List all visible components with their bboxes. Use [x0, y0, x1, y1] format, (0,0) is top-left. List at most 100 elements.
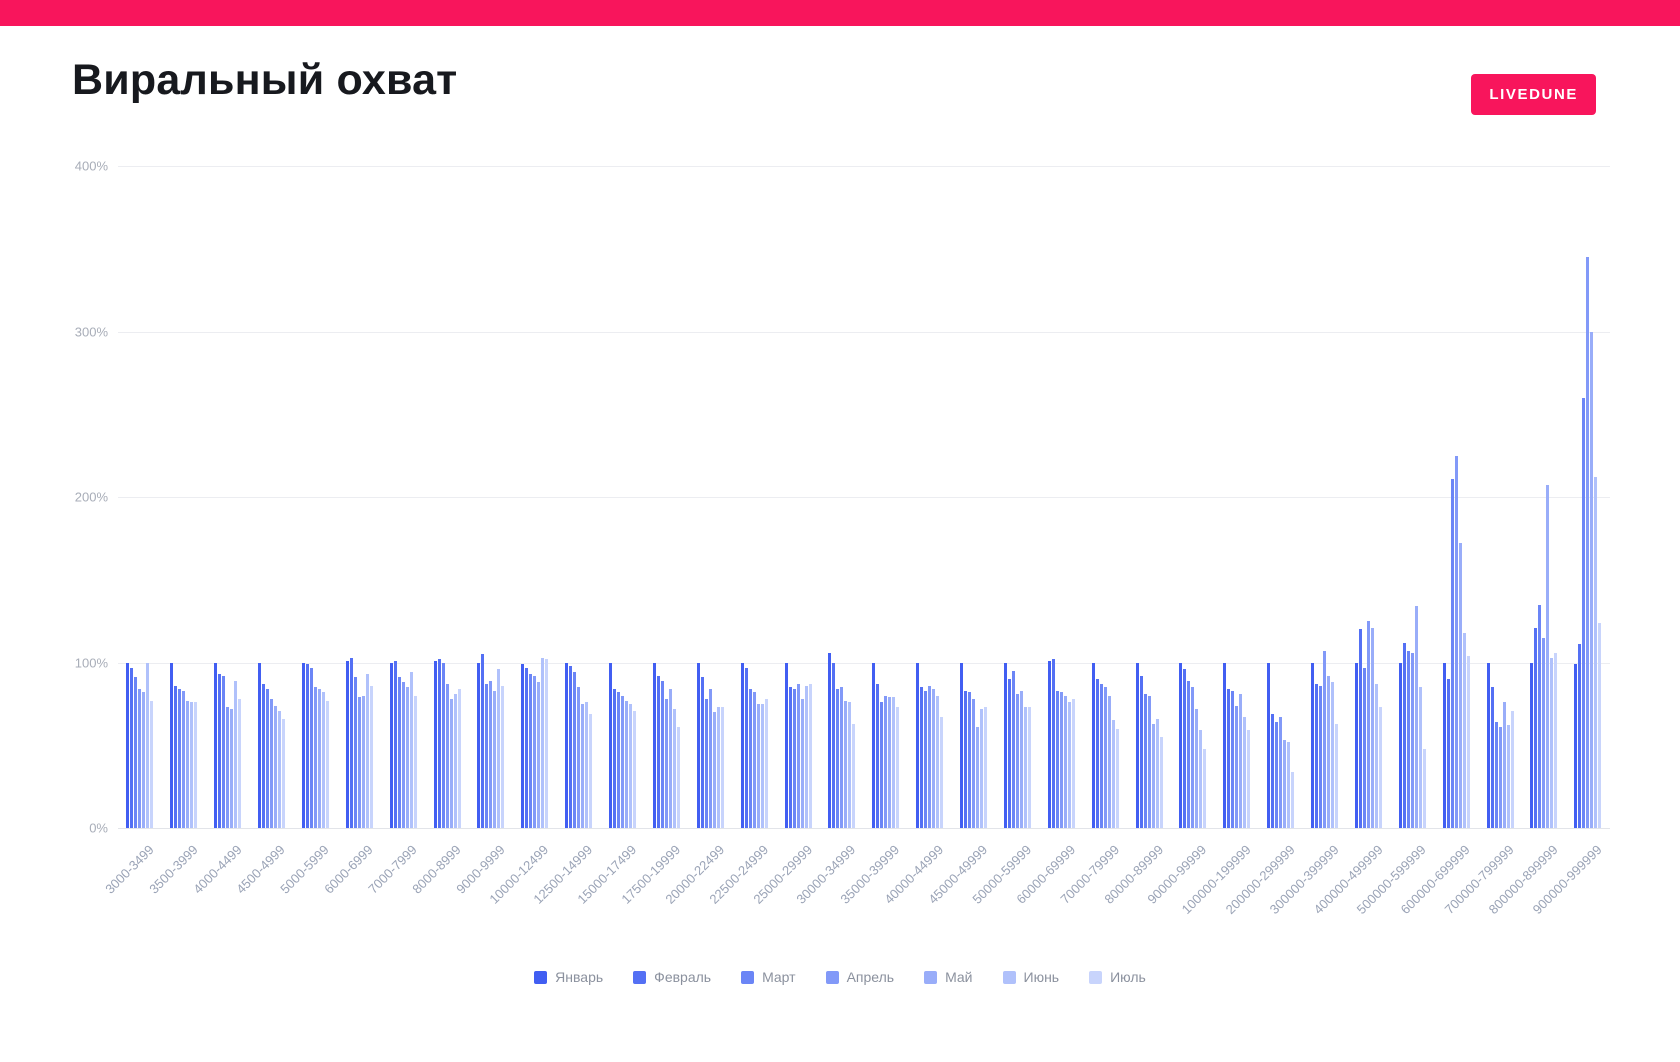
bar-январь [696, 662, 700, 828]
bar-июль [1510, 710, 1514, 828]
bar-март [1011, 670, 1015, 828]
bar-март [309, 667, 313, 828]
bar-март [968, 692, 972, 828]
bar-июнь [804, 685, 808, 828]
bar-июль [1115, 728, 1119, 828]
bar-апрель [489, 680, 493, 828]
bar-март [1362, 667, 1366, 828]
bar-апрель [1103, 687, 1107, 828]
bar-январь [433, 660, 437, 828]
bar-январь [828, 652, 832, 828]
bar-июль [369, 685, 373, 828]
bar-февраль [437, 659, 441, 828]
bar-апрель [1410, 652, 1414, 828]
bar-май [1458, 543, 1462, 828]
bar-март [134, 677, 138, 828]
bar-июнь [146, 662, 150, 828]
bar-март [485, 684, 489, 828]
bar-июнь [1155, 718, 1159, 828]
bar-апрель [357, 697, 361, 828]
bar-март [1099, 684, 1103, 828]
bar-июль [1203, 748, 1207, 828]
legend-item-март[interactable]: Март [741, 969, 796, 985]
bar-июнь [980, 708, 984, 828]
bar-group [1442, 166, 1470, 828]
legend-item-июнь[interactable]: Июнь [1002, 969, 1059, 985]
bar-март [353, 677, 357, 828]
bar-июнь [234, 680, 238, 828]
bar-февраль [1534, 627, 1538, 828]
bar-февраль [1446, 679, 1450, 828]
bar-июль [764, 698, 768, 828]
bar-февраль [305, 664, 309, 828]
bar-февраль [1227, 689, 1231, 828]
bar-январь [1003, 662, 1007, 828]
bar-январь [1179, 662, 1183, 828]
bar-май [1063, 695, 1067, 828]
bar-март [748, 689, 752, 828]
gridline [118, 497, 1610, 498]
bar-март [529, 674, 533, 828]
bar-апрель [533, 675, 537, 828]
bar-group [1179, 166, 1207, 828]
bar-июль [457, 689, 461, 828]
bar-июнь [278, 710, 282, 828]
bar-июнь [1023, 707, 1027, 828]
bar-февраль [788, 687, 792, 828]
bar-март [1582, 397, 1586, 828]
bar-январь [1267, 662, 1271, 828]
bar-январь [872, 662, 876, 828]
bar-март [1143, 693, 1147, 828]
bar-март [573, 672, 577, 828]
bar-январь [1135, 662, 1139, 828]
bar-июнь [1462, 632, 1466, 828]
legend-label: Февраль [654, 969, 712, 985]
bar-март [1494, 722, 1498, 828]
bar-март [1231, 690, 1235, 828]
bar-февраль [876, 684, 880, 828]
bar-февраль [1490, 687, 1494, 828]
bar-январь [126, 662, 130, 828]
gridline [118, 166, 1610, 167]
legend-item-апрель[interactable]: Апрель [825, 969, 894, 985]
bar-июль [1247, 730, 1251, 828]
legend-item-июль[interactable]: Июль [1089, 969, 1146, 985]
bar-март [1319, 685, 1323, 828]
bar-апрель [401, 682, 405, 828]
bar-январь [170, 662, 174, 828]
page-title: Виральный охват [72, 56, 458, 104]
bar-июнь [365, 674, 369, 828]
legend-swatch [1002, 970, 1016, 984]
bar-февраль [1358, 629, 1362, 828]
legend-label: Март [762, 969, 796, 985]
bar-март [660, 680, 664, 828]
bar-июль [852, 723, 856, 828]
legend-item-январь[interactable]: Январь [534, 969, 603, 985]
bar-group [1135, 166, 1163, 828]
bar-март [704, 698, 708, 828]
bar-февраль [656, 675, 660, 828]
bar-group [784, 166, 812, 828]
bar-июль [545, 659, 549, 828]
bar-июнь [848, 702, 852, 828]
bar-февраль [1402, 642, 1406, 828]
bar-январь [389, 662, 393, 828]
bar-февраль [1315, 684, 1319, 828]
y-axis-tick-label: 200% [74, 489, 108, 505]
bar-июнь [760, 703, 764, 828]
bar-июль [325, 700, 329, 828]
bar-июль [1554, 652, 1558, 828]
bar-февраль [744, 667, 748, 828]
bar-апрель [1235, 705, 1239, 828]
bar-апрель [1279, 717, 1283, 828]
bar-январь [1223, 662, 1227, 828]
bar-май [800, 698, 804, 828]
bar-март [441, 662, 445, 828]
legend-label: Май [945, 969, 973, 985]
legend-item-май[interactable]: Май [924, 969, 973, 985]
bar-февраль [525, 667, 529, 828]
bar-июль [720, 707, 724, 828]
legend-item-февраль[interactable]: Февраль [633, 969, 711, 985]
bar-март [1538, 604, 1542, 828]
bar-май [1414, 606, 1418, 828]
